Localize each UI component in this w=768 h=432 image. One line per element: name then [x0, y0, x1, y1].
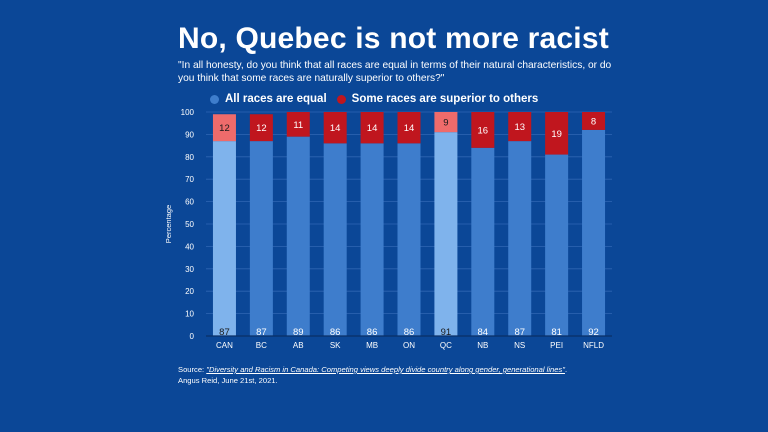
x-tick-label: NFLD [583, 341, 604, 350]
source-line-2: Angus Reid, June 21st, 2021. [178, 376, 278, 385]
source-line-1: Source: "Diversity and Racism in Canada:… [178, 364, 567, 375]
legend-swatch-equal [210, 94, 219, 104]
data-label-equal: 89 [293, 327, 304, 338]
data-label-superior: 8 [591, 116, 596, 127]
bar-equal-sk [323, 143, 347, 336]
bar-superior-nfld [582, 112, 606, 130]
x-tick-label: AB [293, 341, 304, 350]
data-label-superior: 12 [256, 123, 267, 134]
data-label-superior: 14 [330, 123, 341, 134]
data-label-equal: 86 [404, 327, 415, 338]
data-label-equal: 91 [441, 327, 452, 338]
y-tick-label: 50 [185, 220, 194, 229]
data-label-superior: 9 [443, 118, 448, 129]
y-tick-label: 70 [185, 175, 194, 184]
bar-superior-on [397, 112, 421, 144]
data-label-equal: 87 [256, 327, 267, 338]
bar-equal-mb [360, 143, 384, 336]
x-tick-label: ON [403, 341, 415, 350]
y-tick-label: 40 [185, 242, 194, 251]
bar-superior-can [212, 114, 236, 142]
bar-superior-mb [360, 112, 384, 144]
data-label-equal: 81 [551, 327, 562, 338]
y-tick-label: 10 [185, 310, 194, 319]
data-label-equal: 86 [367, 327, 378, 338]
data-label-superior: 19 [551, 129, 562, 140]
data-label-superior: 11 [293, 120, 303, 131]
bar-equal-nfld [582, 129, 606, 336]
y-tick-label: 60 [185, 198, 194, 207]
bar-superior-qc [434, 112, 458, 133]
y-tick-label: 20 [185, 287, 194, 296]
x-tick-label: NS [514, 341, 525, 350]
bar-superior-ab [286, 112, 310, 137]
bar-equal-on [397, 143, 421, 336]
bar-equal-bc [249, 141, 273, 336]
x-tick-label: CAN [216, 341, 233, 350]
y-tick-label: 90 [185, 130, 194, 139]
bar-equal-qc [434, 132, 458, 336]
bar-superior-ns [508, 112, 532, 142]
source-suffix: . [564, 365, 568, 374]
data-label-equal: 87 [219, 327, 230, 338]
x-tick-label: BC [256, 341, 267, 350]
data-label-superior: 13 [514, 122, 525, 133]
x-tick-label: QC [440, 341, 452, 350]
y-tick-label: 30 [185, 265, 194, 274]
bar-superior-nb [471, 112, 495, 148]
source-prefix: Source: [178, 365, 207, 374]
data-label-equal: 84 [478, 327, 489, 338]
data-label-equal: 87 [514, 327, 525, 338]
y-tick-label: 100 [181, 108, 195, 117]
bar-equal-nb [471, 147, 495, 336]
legend-item-equal: All races are equal [210, 93, 327, 105]
data-label-superior: 16 [478, 125, 489, 136]
chart-subtitle: "In all honesty, do you think that all r… [178, 60, 612, 84]
x-tick-label: MB [366, 341, 378, 350]
x-tick-label: PEI [550, 341, 563, 350]
bar-equal-ab [286, 136, 310, 336]
bar-superior-bc [249, 114, 273, 142]
x-tick-label: NB [477, 341, 488, 350]
legend-item-superior: Some races are superior to others [336, 93, 539, 105]
bar-superior-pei [545, 112, 569, 155]
bar-equal-ns [508, 141, 532, 336]
y-tick-label: 0 [190, 332, 195, 341]
legend: All races are equal Some races are super… [210, 93, 548, 105]
bar-superior-sk [323, 112, 347, 144]
y-tick-label: 80 [185, 153, 194, 162]
data-label-equal: 86 [330, 327, 341, 338]
data-label-superior: 12 [219, 123, 230, 134]
legend-label-equal: All races are equal [225, 93, 327, 105]
legend-label-superior: Some races are superior to others [351, 93, 539, 105]
chart-title: No, Quebec is not more racist [178, 22, 609, 55]
source-note: Source: "Diversity and Racism in Canada:… [178, 364, 567, 386]
data-label-equal: 92 [588, 327, 599, 338]
data-label-superior: 14 [404, 123, 415, 134]
y-axis-label: Percentage [164, 205, 173, 243]
source-link[interactable]: "Diversity and Racism in Canada: Competi… [206, 365, 565, 374]
bar-equal-can [212, 141, 236, 336]
bar-equal-pei [545, 154, 569, 336]
legend-swatch-superior [336, 94, 346, 104]
data-label-superior: 14 [367, 123, 378, 134]
x-tick-label: SK [330, 341, 341, 350]
